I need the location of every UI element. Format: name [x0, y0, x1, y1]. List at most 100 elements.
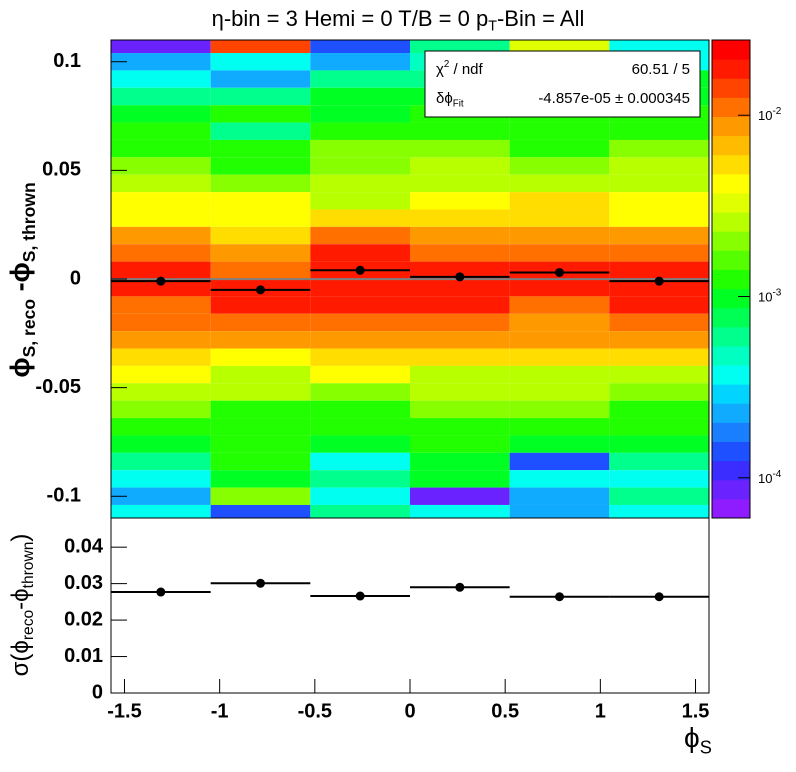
y-axis-label-part: -ϕ	[5, 262, 35, 299]
heatmap-cell	[410, 331, 510, 349]
chart-title: η-bin = 3 Hemi = 0 T/B = 0 pT-Bin = All	[212, 6, 585, 35]
heatmap-cell	[111, 435, 211, 453]
heatmap-cell	[210, 331, 311, 349]
heatmap-cell	[310, 122, 410, 140]
y-axis-label-part: S, thrown	[19, 182, 39, 262]
frame	[110, 517, 710, 694]
heatmap-cell	[509, 348, 610, 366]
heatmap-cell	[111, 400, 211, 419]
heatmap-cell	[310, 365, 410, 384]
x-tick-label: 0	[404, 700, 415, 722]
heatmap-cell	[410, 365, 510, 384]
colorbar-band	[712, 269, 750, 290]
heatmap-cell	[210, 244, 311, 262]
heatmap-cell	[509, 487, 610, 505]
heatmap-cell	[609, 487, 709, 505]
colorbar-band	[712, 403, 750, 423]
heatmap-cell	[609, 244, 709, 262]
data-point	[355, 591, 365, 601]
heatmap-cell	[410, 487, 510, 505]
heatmap-cell	[111, 209, 211, 227]
heatmap-cell	[410, 504, 510, 518]
data-point	[555, 267, 564, 277]
data-point	[455, 582, 465, 592]
heatmap-cell	[111, 70, 211, 88]
colorbar-band	[712, 460, 750, 481]
y-axis-label-part: ϕ	[5, 357, 35, 377]
heatmap-cell	[111, 105, 211, 123]
x-tick-label: -0.5	[298, 700, 332, 722]
heatmap-cell	[310, 209, 410, 227]
heatmap-cell	[210, 139, 311, 158]
heatmap-cell	[509, 400, 610, 419]
heatmap-cell	[609, 174, 709, 193]
colorbar-band	[712, 40, 750, 60]
colorbar-band	[712, 250, 750, 270]
heatmap-cell	[310, 279, 410, 297]
heatmap-cell	[310, 87, 410, 106]
colorbar-band	[712, 135, 750, 156]
x-axis-label-part: S	[700, 737, 712, 757]
stats-label-part: / ndf	[449, 61, 483, 78]
colorbar-band	[712, 479, 750, 500]
colorbar-band	[712, 365, 750, 385]
heatmap-cell	[509, 296, 610, 314]
heatmap-cell	[111, 53, 211, 71]
stats-label-part: 2	[444, 59, 449, 70]
heatmap-cell	[111, 261, 211, 279]
colorbar-band	[712, 116, 750, 137]
heatmap-cell	[609, 157, 709, 175]
stats-label-part: Fit	[453, 98, 464, 109]
x-axis-label: ϕS	[684, 722, 712, 757]
heatmap-cell	[310, 383, 410, 401]
y-tick-label: 0.01	[64, 645, 103, 667]
heatmap-cell	[111, 87, 211, 106]
heatmap-cell	[210, 504, 311, 518]
heatmap-cell	[210, 87, 311, 106]
stats-label-part: δϕ	[436, 90, 453, 107]
colorbar-band	[712, 441, 750, 462]
chart-title-part: -Bin = All	[497, 6, 584, 31]
heatmap-cell	[210, 452, 311, 471]
heatmap-cell	[410, 192, 510, 210]
heatmap-cell	[111, 504, 211, 518]
heatmap-cell	[609, 348, 709, 366]
heatmap-cell	[111, 279, 211, 297]
heatmap-cell	[410, 470, 510, 488]
colorbar-band	[712, 231, 750, 251]
colorbar-tick-exp: -3	[772, 287, 781, 298]
y-tick-label: 0	[70, 267, 81, 289]
y-tick-label: 0.03	[64, 572, 103, 594]
heatmap-cell	[509, 452, 610, 471]
heatmap-cell	[410, 122, 510, 140]
heatmap-cell	[509, 435, 610, 453]
colorbar-band	[712, 154, 750, 175]
heatmap-cell	[210, 192, 311, 210]
data-point	[555, 592, 564, 602]
heatmap-cell	[310, 400, 410, 419]
heatmap-cell	[609, 122, 709, 140]
colorbar-band	[712, 173, 750, 194]
stats-value: -4.857e-05 ± 0.000345	[538, 90, 690, 107]
heatmap-cell	[210, 400, 311, 419]
colorbar-tick-exp: -4	[772, 468, 781, 479]
heatmap-cell	[509, 209, 610, 227]
heatmap-cell	[609, 279, 709, 297]
heatmap-cell	[609, 313, 709, 332]
heatmap-cell	[111, 226, 211, 245]
data-point	[256, 285, 265, 295]
heatmap-cell	[410, 40, 510, 54]
heatmap-cell	[210, 313, 311, 332]
heatmap-cell	[509, 226, 610, 245]
colorbar-band	[712, 78, 750, 98]
heatmap-cell	[310, 53, 410, 71]
heatmap-cell	[111, 383, 211, 401]
stats-box	[424, 50, 701, 118]
heatmap-cell	[410, 400, 510, 419]
heatmap-cell	[609, 192, 709, 210]
colorbar-band	[712, 422, 750, 443]
heatmap-cell	[310, 157, 410, 175]
heatmap-cell	[609, 452, 709, 471]
heatmap-cell	[310, 105, 410, 123]
heatmap-cell	[111, 174, 211, 193]
